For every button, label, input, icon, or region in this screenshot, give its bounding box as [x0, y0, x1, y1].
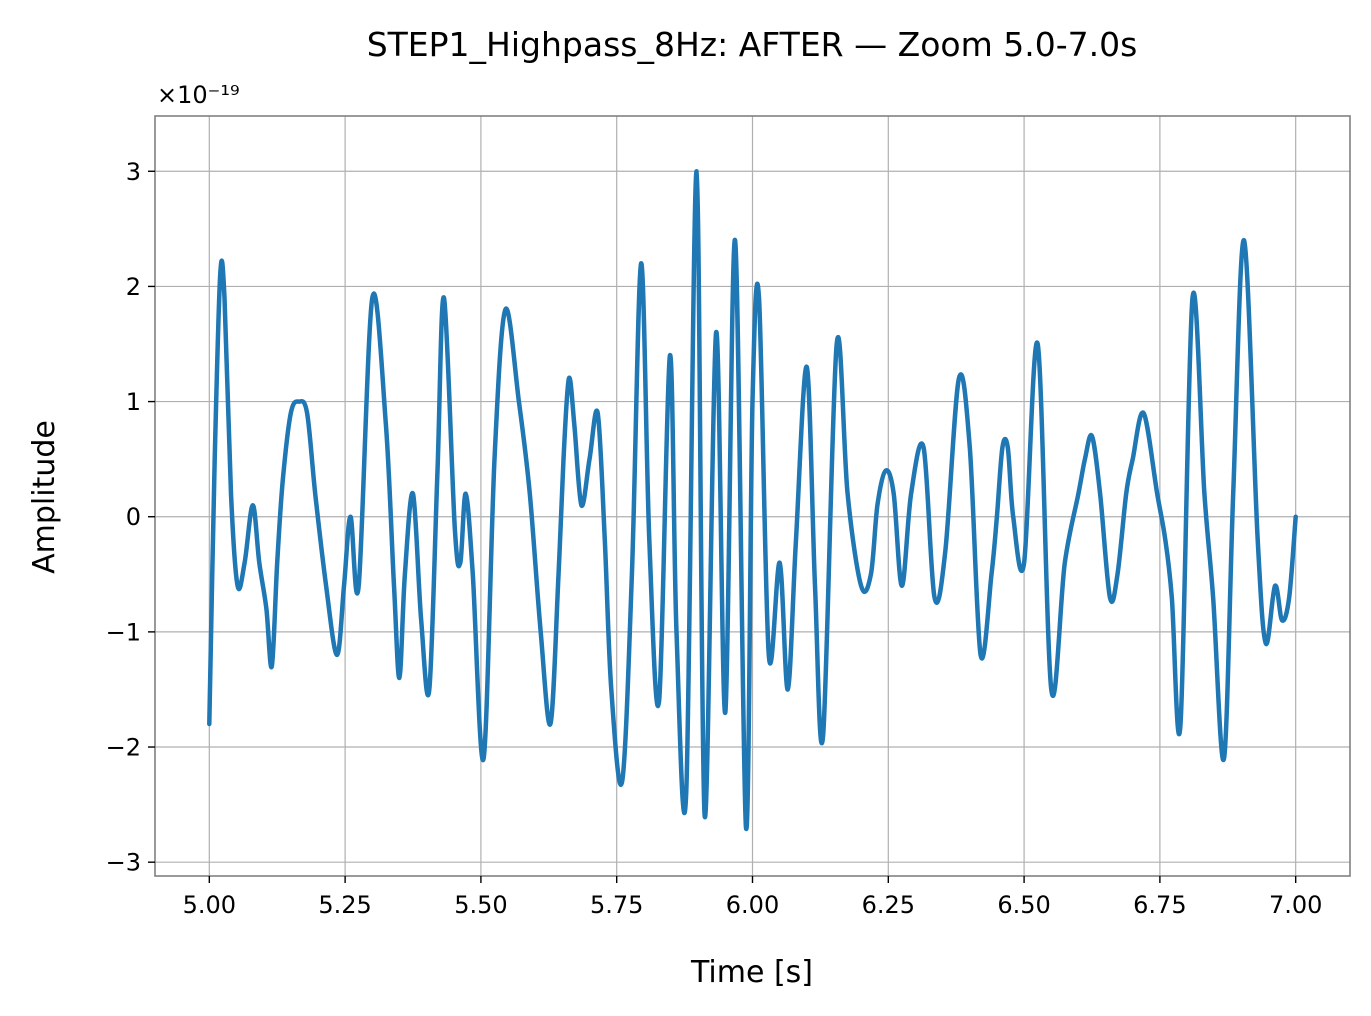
y-tick-label: −2 — [106, 734, 141, 762]
chart-title: STEP1_Highpass_8Hz: AFTER — Zoom 5.0-7.0… — [367, 25, 1138, 64]
x-tick-label: 5.50 — [454, 891, 507, 919]
x-tick-label: 6.50 — [997, 891, 1050, 919]
y-tick-label: −1 — [106, 618, 141, 646]
x-tick-label: 5.00 — [183, 891, 236, 919]
y-tick-label: 2 — [126, 273, 141, 301]
series-line — [207, 169, 1298, 832]
x-tick-label: 6.25 — [862, 891, 915, 919]
x-tick-label: 6.00 — [726, 891, 779, 919]
ticks: 5.00 5.25 5.50 5.75 6.00 6.25 6.50 6.75 7.00 −3 −2… — [106, 158, 1323, 919]
y-offset-label: ×10⁻¹⁹ — [157, 81, 240, 109]
y-tick-label: −3 — [106, 849, 141, 877]
y-tick-label: 1 — [126, 388, 141, 416]
x-tick-label: 6.75 — [1133, 891, 1186, 919]
series-layer — [207, 169, 1298, 832]
x-tick-label: 5.25 — [318, 891, 371, 919]
y-tick-label: 0 — [126, 503, 141, 531]
y-tick-label: 3 — [126, 158, 141, 186]
x-axis-title: Time [s] — [690, 955, 813, 990]
x-tick-label: 5.75 — [590, 891, 643, 919]
x-tick-label: 7.00 — [1269, 891, 1322, 919]
y-axis-title: Amplitude — [27, 420, 62, 574]
